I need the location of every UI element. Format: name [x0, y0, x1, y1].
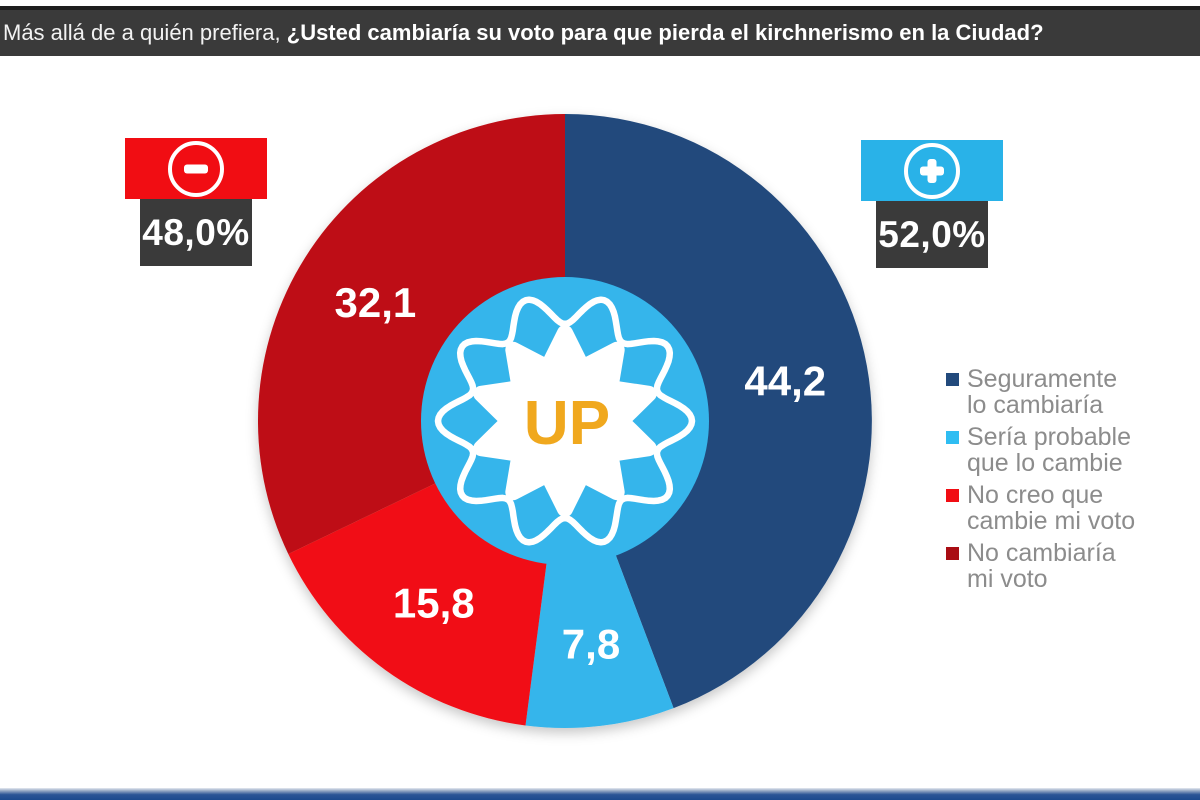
- title-bar: Más allá de a quién prefiera, ¿Usted cam…: [0, 6, 1200, 56]
- legend-item: Seguramente lo cambiaría: [946, 366, 1181, 418]
- pie-slice-1: [565, 114, 872, 709]
- pie-slice-value-4: 32,1: [335, 279, 417, 326]
- sun-starburst-icon: [473, 325, 657, 517]
- legend-label: No cambiaría mi voto: [967, 539, 1116, 593]
- question-prefix: Más allá de a quién prefiera,: [3, 20, 281, 45]
- legend-item: No creo que cambie mi voto: [946, 482, 1181, 534]
- legend-label: No creo que cambie mi voto: [967, 481, 1136, 535]
- legend-swatch: [946, 431, 959, 444]
- negative-total-badge: 48,0%: [125, 138, 267, 266]
- up-logo-text: UP: [524, 389, 610, 458]
- legend-swatch: [946, 547, 959, 560]
- legend-label: Sería probable que lo cambie: [967, 423, 1132, 477]
- positive-total-badge: 52,0%: [861, 140, 1003, 268]
- wavy-ring-icon: [434, 296, 696, 546]
- positive-icon-box: [861, 140, 1003, 201]
- pie-slice-value-2: 7,8: [562, 621, 620, 668]
- legend-swatch: [946, 489, 959, 502]
- negative-icon-box: [125, 138, 267, 199]
- plus-icon: [904, 142, 960, 199]
- pie-slice-value-3: 15,8: [393, 580, 475, 627]
- legend-swatch: [946, 373, 959, 386]
- legend-item: No cambiaría mi voto: [946, 540, 1181, 592]
- bottom-bar: [0, 788, 1200, 800]
- pie-slice-value-1: 44,2: [744, 358, 826, 405]
- minus-icon: [168, 140, 224, 197]
- legend-label: Seguramente lo cambiaría: [967, 365, 1118, 419]
- legend-item: Sería probable que lo cambie: [946, 424, 1181, 476]
- negative-percent: 48,0%: [140, 199, 252, 266]
- question-emphasis: ¿Usted cambiaría su voto para que pierda…: [286, 20, 1044, 45]
- positive-percent: 52,0%: [876, 201, 988, 268]
- legend: Seguramente lo cambiaría Sería probable qu…: [946, 366, 1181, 598]
